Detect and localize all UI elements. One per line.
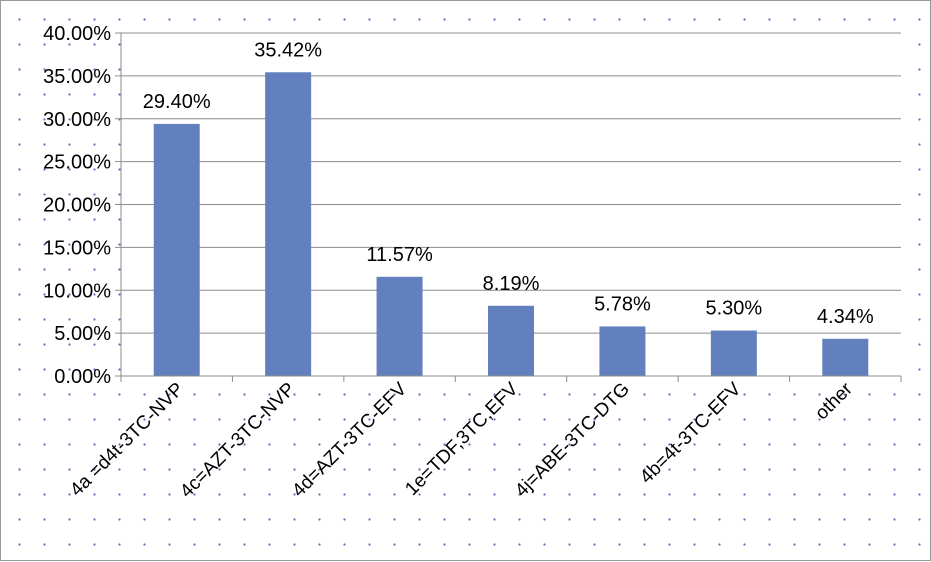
bar-3	[376, 276, 423, 376]
category-labels: 4a =d4t-3TC-NVP4c=AZT-3TC-NVP4d=AZT-3TC-…	[66, 378, 857, 502]
y-tick-label: 25.00%	[43, 152, 111, 174]
data-label: 4.34%	[817, 306, 874, 328]
y-tick-label: 5.00%	[54, 323, 111, 345]
bar-5	[599, 326, 646, 376]
data-label: 5.78%	[594, 293, 651, 315]
data-label: 35.42%	[254, 39, 322, 61]
y-tick-label: 35.00%	[43, 66, 111, 88]
bar-2	[265, 72, 312, 376]
y-tick-labels: 0.00% 5.00% 10.00% 15.00% 20.00% 25.00% 30.00%…	[43, 23, 111, 388]
category-label: 4j=ABE-3TC-DTG	[511, 379, 634, 502]
data-label: 8.19%	[483, 273, 540, 295]
category-label: 1e=TDF,3TC,EFV	[401, 378, 522, 499]
bar-1	[153, 123, 200, 377]
category-label: 4d=AZT-3TC-EFV	[288, 378, 411, 501]
bar-6	[710, 330, 757, 376]
y-tick-label: 20.00%	[43, 195, 111, 217]
data-label: 11.57%	[366, 244, 433, 266]
bar-7	[822, 338, 869, 376]
category-label: 4a =d4t-3TC-NVP	[66, 379, 188, 501]
axes	[115, 32, 902, 382]
y-tick-label: 15.00%	[43, 237, 111, 259]
bar-4	[488, 305, 534, 376]
gridlines	[121, 32, 901, 334]
data-label: 5.30%	[705, 298, 762, 320]
data-label: 29.40%	[143, 91, 211, 113]
y-tick-label: 30.00%	[43, 109, 111, 131]
y-tick-label: 40.00%	[43, 23, 111, 45]
category-label: other	[811, 378, 857, 424]
bars	[153, 72, 869, 377]
category-label: 4b=4t-3TC-EFV	[636, 378, 746, 488]
category-label: 4c=AZT-3TC-NVP	[176, 379, 299, 502]
y-tick-label: 10.00%	[43, 280, 111, 302]
data-labels: 29.40% 35.42% 11.57% 8.19% 5.78% 5.30% 4.34%	[143, 39, 874, 328]
y-tick-label: 0.00%	[54, 366, 111, 388]
